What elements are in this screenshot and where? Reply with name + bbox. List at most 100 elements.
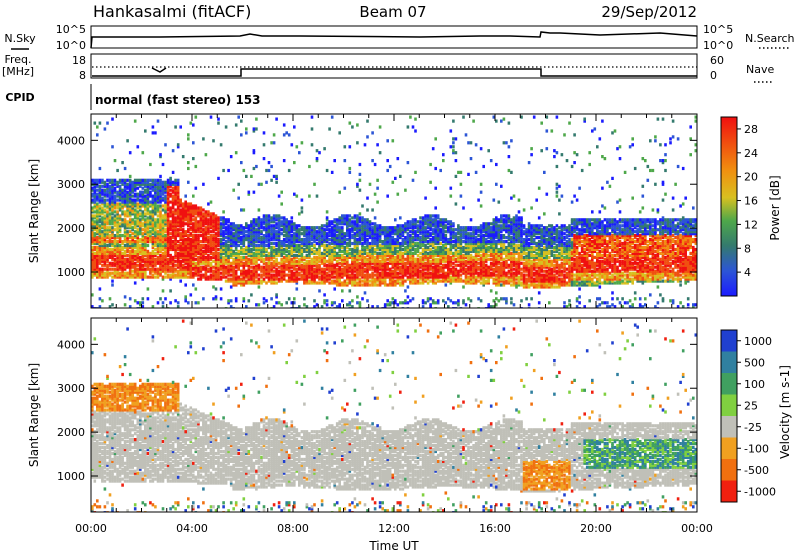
power-cell [194,273,198,277]
power-cell [399,275,402,279]
power-cell [298,265,301,269]
power-cell [320,271,324,275]
power-cell [118,240,122,244]
power-cell [199,259,203,263]
power-cell [227,273,230,277]
power-cell [333,279,336,283]
power-cell [189,238,193,242]
power-cell [444,226,448,230]
power-cell [313,251,316,255]
power-cell [154,226,157,230]
power-cell [358,178,362,182]
power-cell [169,180,172,184]
power-cell [399,228,402,232]
power-cell [313,234,316,238]
power-cell [240,245,243,250]
power-cell [187,208,190,212]
power-cell [323,238,326,242]
power-cell [346,265,349,269]
power-cell [277,230,281,234]
power-cell [411,267,415,271]
power-cell [323,251,326,255]
power-cell [341,230,344,234]
power-cell [247,281,251,285]
power-cell [156,236,160,240]
power-cell [116,168,119,173]
power-cell [217,271,220,275]
power-cell [189,253,193,257]
power-cell [247,232,251,236]
power-cell [103,218,107,222]
power-cell [212,275,215,279]
power-cell [272,251,276,255]
power-cell [121,190,124,194]
power-cell [333,267,336,271]
freq-panel [90,53,698,79]
power-cell [396,192,400,196]
power-cell [376,186,379,190]
power-cell [237,249,240,253]
power-cell [295,273,299,277]
power-cell [166,265,170,269]
power-cell [161,269,165,273]
power-cell [169,188,172,192]
power-cell [378,267,382,271]
power-cell [373,230,377,234]
power-cell [434,137,437,141]
power-cell [378,226,382,230]
power-cell [368,263,372,267]
power-cell [424,265,427,269]
power-cell [356,251,359,255]
power-cell [338,232,341,236]
power-cell [298,251,301,255]
power-cell [338,283,341,287]
power-cell [255,249,258,253]
power-cell [260,226,263,230]
power-cell [126,259,129,263]
power-cell [442,249,445,253]
power-cell [330,261,334,265]
power-cell [133,194,137,198]
power-cell [154,234,157,238]
power-cell [295,269,299,273]
power-cell [305,265,309,269]
power-cell [426,259,430,263]
power-cell [282,267,286,271]
power-cell [149,210,152,214]
power-cell [131,212,134,216]
power-cell [149,200,152,204]
power-cell [187,204,190,208]
power-cell [136,218,140,222]
power-cell [250,241,253,246]
power-cell [416,220,420,224]
power-cell [429,265,432,269]
power-cell [169,192,172,196]
power-cell [411,269,415,273]
power-cell [166,180,170,184]
power-cell [139,214,142,218]
power-cell [93,240,97,244]
power-cell [361,204,364,208]
power-cell [194,222,198,226]
power-cell [250,277,253,281]
power-cell [330,170,334,174]
power-cell [449,275,453,279]
power-cell [181,251,185,255]
power-cell [151,180,155,184]
power-cell [391,253,395,257]
power-cell [419,230,422,234]
power-cell [111,212,114,216]
power-cell [386,267,389,271]
power-cell [131,220,134,224]
power-cell [98,184,102,188]
power-cell [363,277,367,281]
power-cell [202,273,205,277]
power-cell [229,285,233,289]
power-cell [214,236,218,240]
power-cell [156,273,160,277]
power-cell [277,265,281,269]
power-cell [171,267,175,271]
power-cell [123,275,127,279]
power-cell [176,182,180,186]
power-cell [325,236,329,240]
